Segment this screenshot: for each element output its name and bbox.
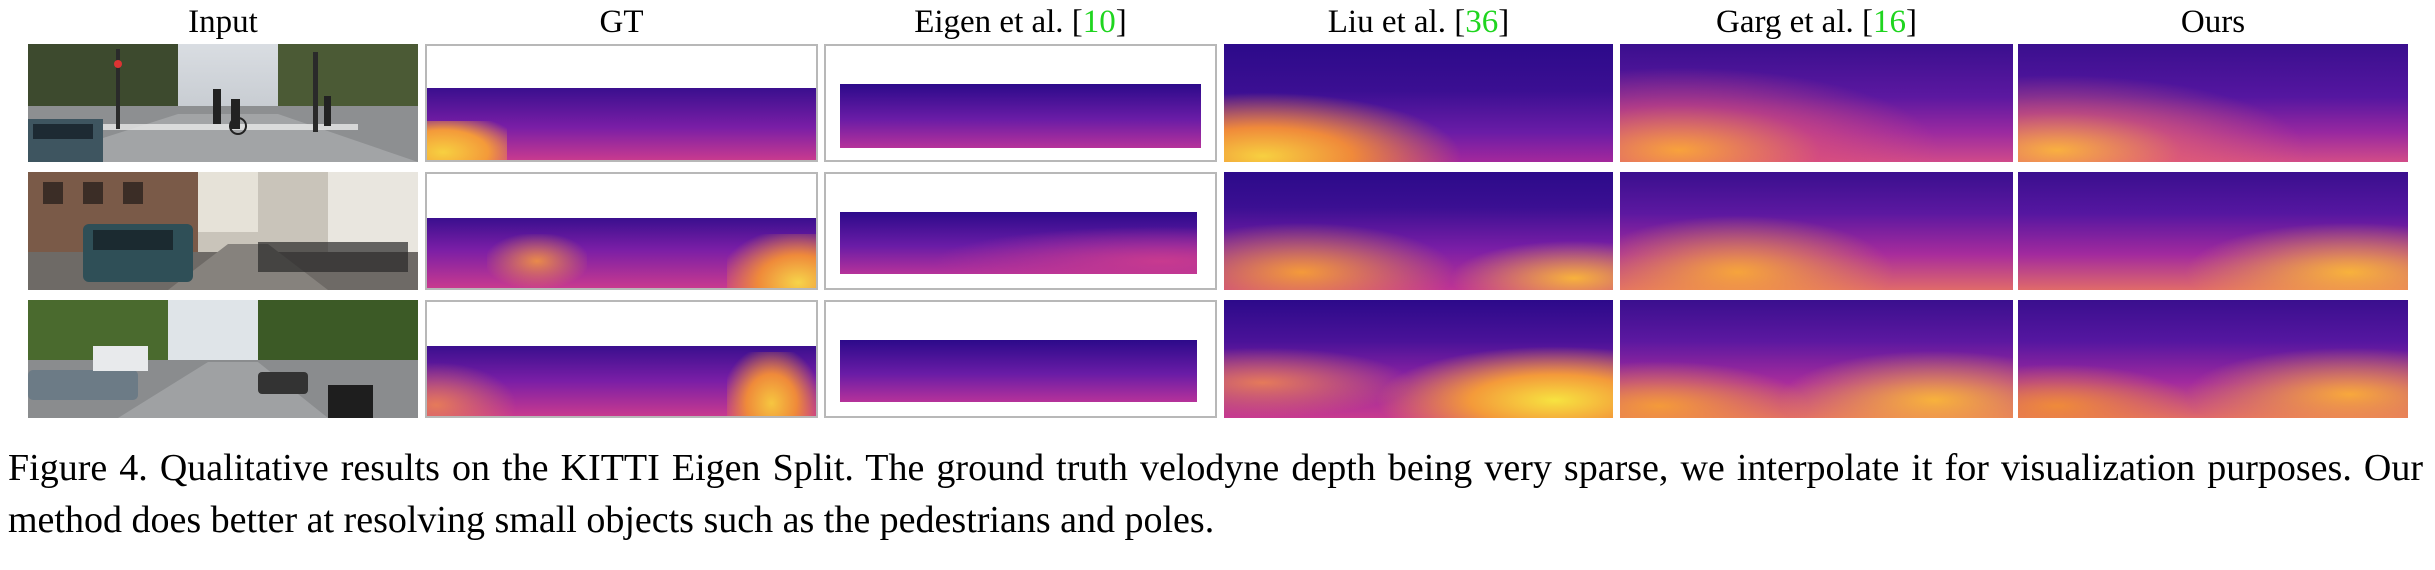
column-header-label: Ours (2180, 3, 2246, 40)
column-header-label: GT (599, 3, 644, 40)
ours-depth-row-3 (2018, 300, 2408, 418)
column-header-bracket: ] (1115, 3, 1127, 40)
input-photo-row-3 (28, 300, 418, 418)
liu-depth-row-1 (1224, 44, 1613, 162)
column-header-garg: Garg et al. [16] (1620, 2, 2013, 42)
column-header-liu: Liu et al. [36] (1224, 2, 1613, 42)
eigen-depth-row-2 (824, 172, 1217, 290)
gt-depth-row-1 (425, 44, 818, 162)
ours-depth-row-1 (2018, 44, 2408, 162)
column-header-gt: GT (425, 2, 818, 42)
street-photo (28, 300, 418, 418)
liu-depth-row-2 (1224, 172, 1613, 290)
gt-depth-row-3 (425, 300, 818, 418)
column-header-label: Eigen et al. [ (914, 3, 1083, 40)
street-photo (28, 44, 418, 162)
column-header-input: Input (28, 2, 418, 42)
street-photo (28, 172, 418, 290)
eigen-depth-row-1 (824, 44, 1217, 162)
input-photo-row-2 (28, 172, 418, 290)
citation-link[interactable]: 36 (1465, 3, 1499, 40)
gt-depth-row-2 (425, 172, 818, 290)
figure-caption: Figure 4. Qualitative results on the KIT… (8, 447, 2423, 541)
input-photo-row-1 (28, 44, 418, 162)
eigen-depth-row-3 (824, 300, 1217, 418)
citation-link[interactable]: 10 (1082, 3, 1116, 40)
garg-depth-row-2 (1620, 172, 2013, 290)
garg-depth-row-3 (1620, 300, 2013, 418)
column-header-ours: Ours (2018, 2, 2408, 42)
liu-depth-row-3 (1224, 300, 1613, 418)
citation-link[interactable]: 16 (1873, 3, 1906, 40)
column-header-bracket: ] (1498, 3, 1510, 40)
column-header-label: Liu et al. [ (1327, 3, 1466, 40)
column-header-eigen: Eigen et al. [10] (824, 2, 1217, 42)
column-header-label: Garg et al. [ (1716, 3, 1873, 40)
column-header-bracket: ] (1906, 3, 1917, 40)
garg-depth-row-1 (1620, 44, 2013, 162)
column-header-label: Input (188, 3, 258, 40)
ours-depth-row-2 (2018, 172, 2408, 290)
